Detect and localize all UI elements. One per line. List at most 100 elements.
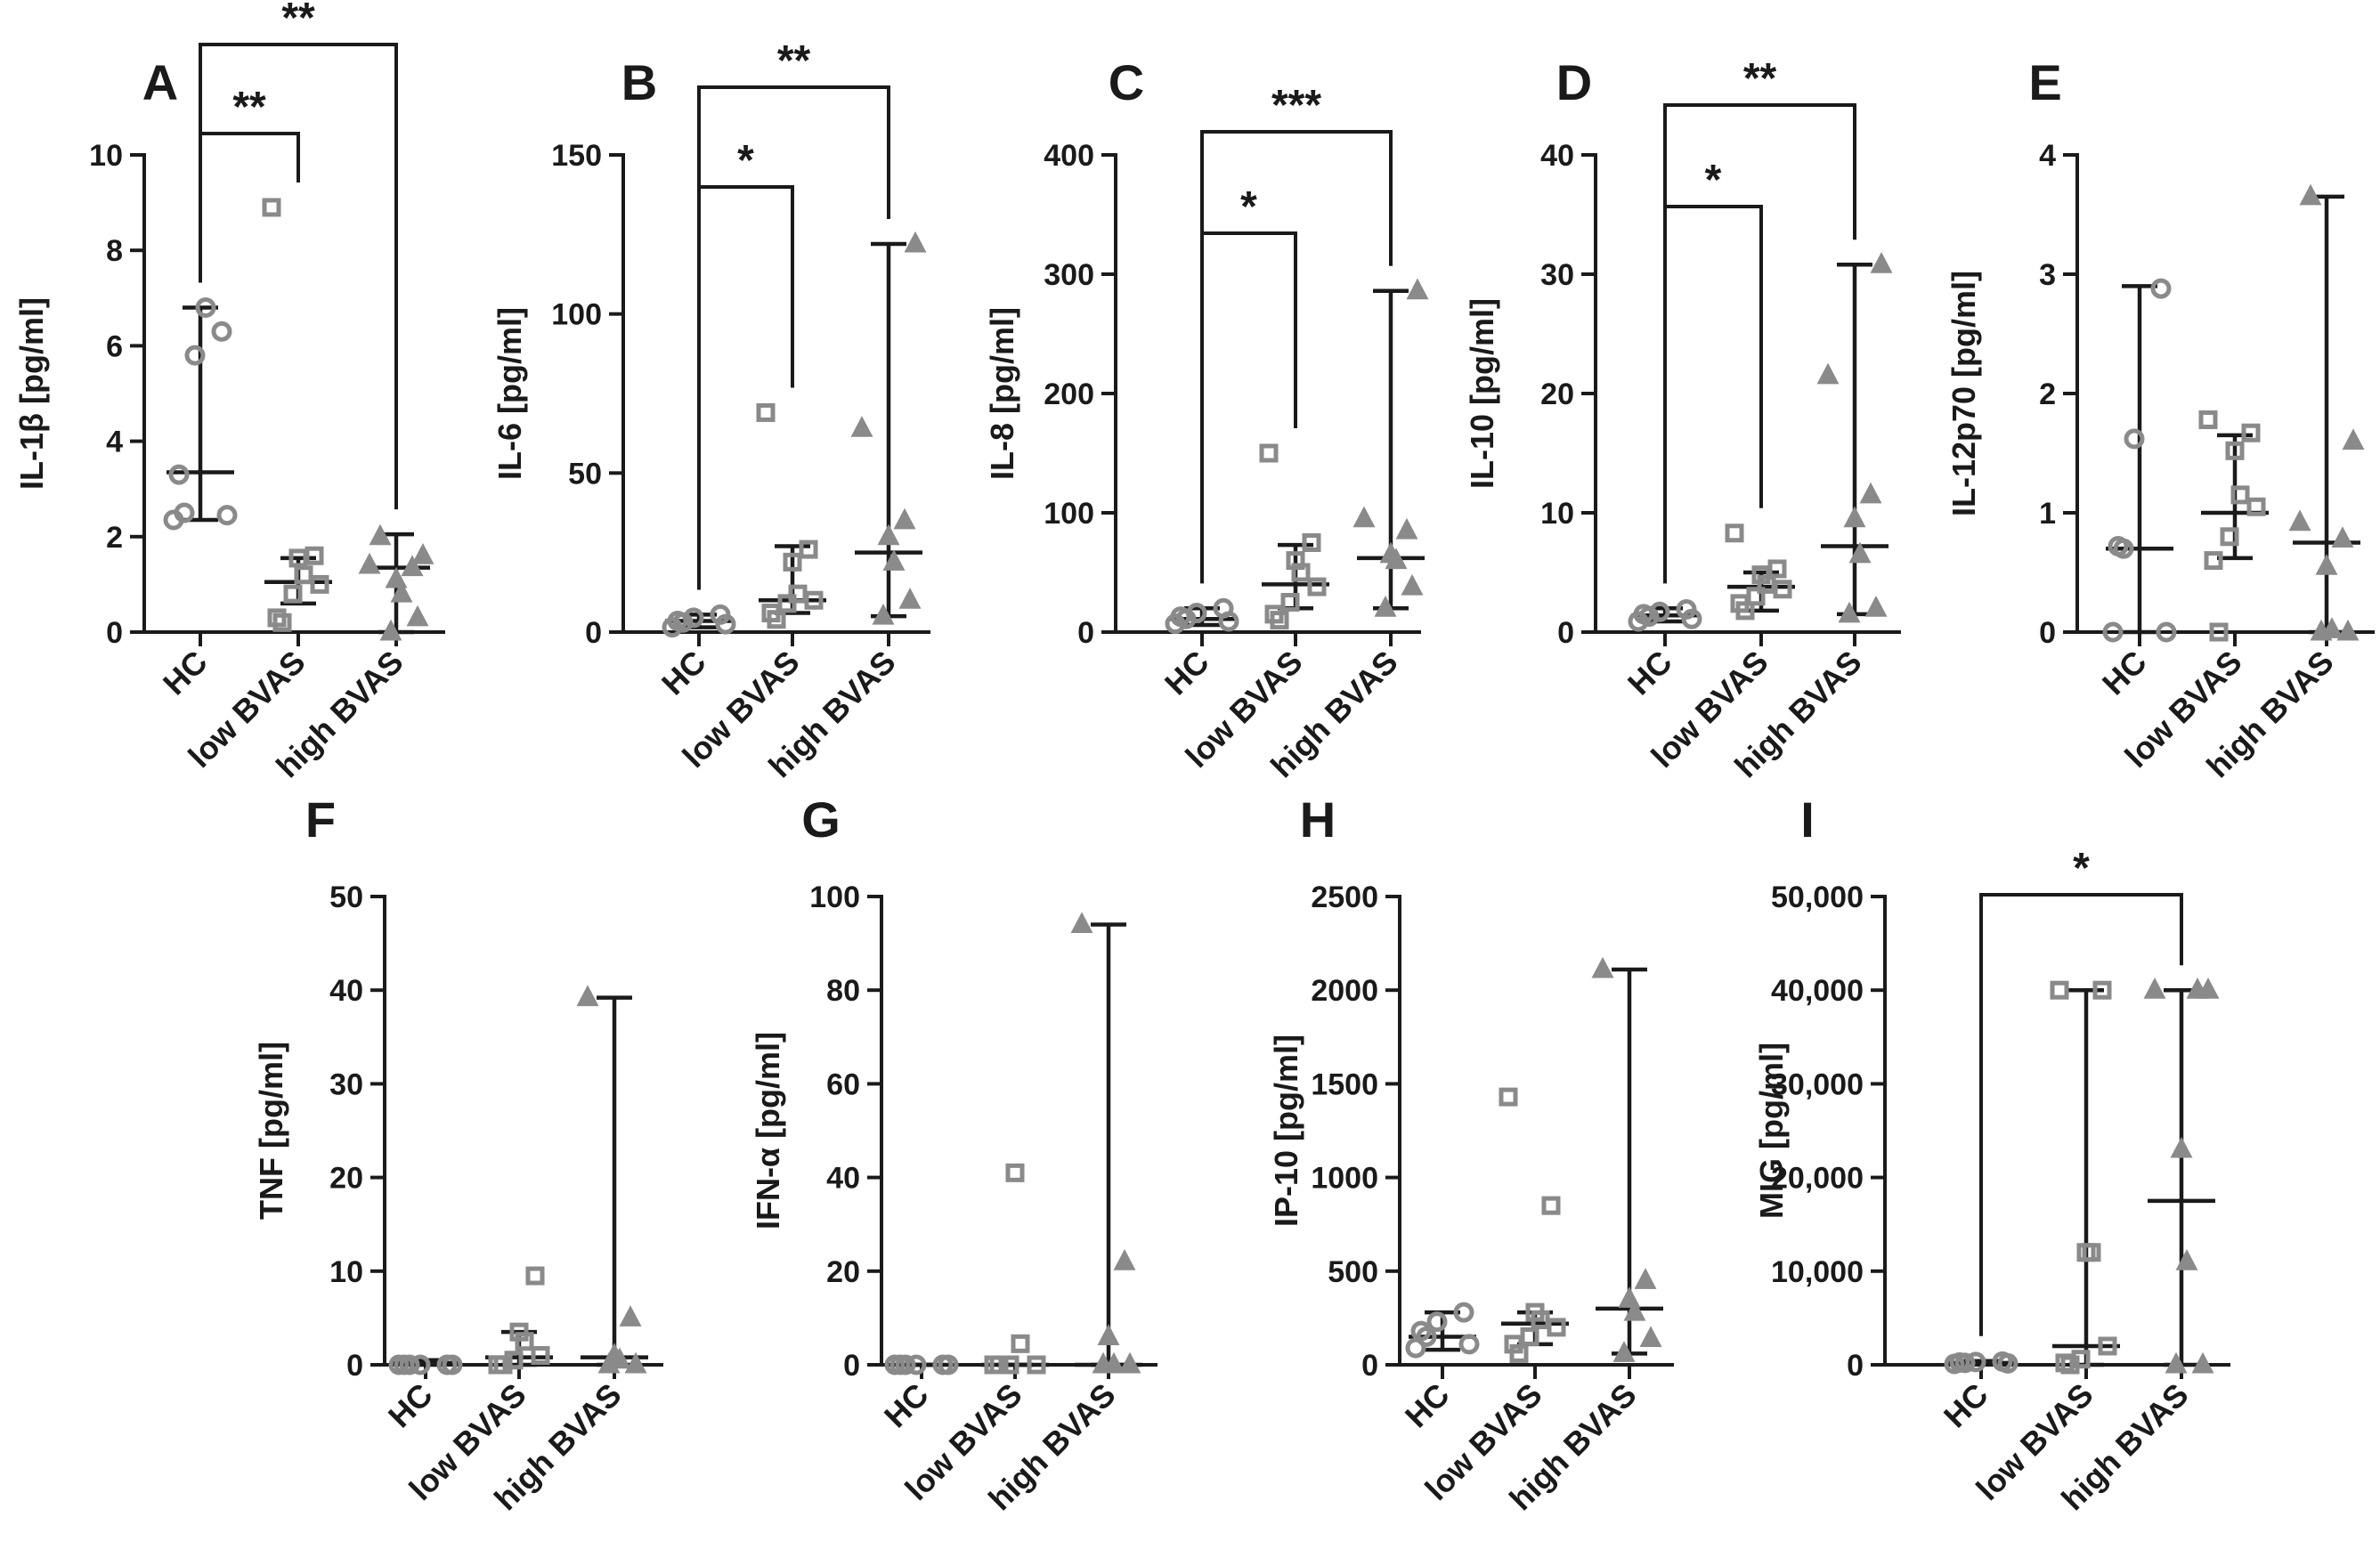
panel-letter: D (1556, 54, 1592, 110)
data-point (1000, 1355, 1019, 1375)
data-point (1623, 1299, 1646, 1321)
data-point (1374, 595, 1397, 617)
y-tick-label: 0 (1077, 616, 1094, 650)
y-axis-label: IL-12p70 [pg/ml] (1945, 271, 1982, 516)
data-point (1965, 1351, 1986, 1373)
series-low-bvas (262, 198, 332, 632)
data-point (2197, 977, 2220, 999)
series-low-bvas (1725, 523, 1795, 621)
series-low-bvas (756, 402, 826, 629)
y-tick-label: 0 (346, 1349, 363, 1383)
y-tick-label: 0 (2039, 616, 2056, 650)
series-high-bvas (1816, 252, 1893, 623)
y-tick-label: 0 (1361, 1349, 1378, 1383)
panel-letter: G (801, 791, 841, 848)
significance-label: ** (232, 84, 266, 131)
data-point (882, 549, 906, 571)
series-low-bvas (1499, 1087, 1569, 1363)
data-point (504, 1351, 524, 1370)
data-point (2342, 428, 2365, 450)
y-tick-label: 2500 (1311, 880, 1378, 914)
data-point (777, 594, 797, 613)
y-tick-label: 1000 (1311, 1162, 1378, 1196)
x-tick-label: HC (156, 644, 215, 702)
y-tick-label: 40 (1540, 139, 1574, 173)
y-tick-label: 30 (329, 1067, 363, 1101)
data-point (1027, 1355, 1046, 1375)
data-point (2102, 621, 2124, 643)
x-tick-label: HC (1621, 644, 1679, 702)
panel-letter: H (1300, 791, 1336, 848)
data-point (1264, 604, 1284, 624)
series-hc (1165, 597, 1239, 635)
data-point (1639, 1326, 1662, 1348)
data-point (761, 604, 781, 623)
data-point (2230, 485, 2250, 505)
y-tick-label: 20 (329, 1162, 363, 1196)
y-tick-label: 500 (1328, 1255, 1378, 1289)
data-point (1838, 601, 1861, 623)
significance-bracket (199, 132, 300, 283)
data-point (1773, 580, 1792, 599)
data-point (1213, 597, 1234, 619)
series-high-bvas (850, 231, 927, 625)
data-point (1848, 541, 1872, 564)
data-point (1286, 551, 1305, 571)
series-hc (884, 1354, 959, 1375)
y-tick-label: 60 (826, 1067, 860, 1101)
data-point (1859, 482, 1882, 504)
data-point (2336, 619, 2360, 641)
y-tick-label: 20,000 (1771, 1162, 1864, 1196)
data-point (2241, 423, 2261, 442)
y-tick-label: 40,000 (1771, 974, 1864, 1008)
data-point (799, 540, 818, 559)
y-tick-label: 30 (1540, 258, 1574, 292)
y-tick-label: 20 (1540, 377, 1574, 411)
data-point (2198, 410, 2218, 429)
data-point (2150, 278, 2172, 299)
significance-bracket (1200, 130, 1393, 584)
panel-letter: F (305, 791, 336, 848)
data-point (1186, 603, 1207, 624)
data-point (1070, 912, 1093, 934)
significance-bracket (697, 185, 794, 590)
data-point (2050, 980, 2069, 1000)
data-point (267, 608, 287, 628)
series-hc (1405, 1302, 1480, 1359)
data-point (401, 555, 424, 577)
data-point (1458, 1334, 1480, 1355)
series-hc (388, 1354, 463, 1375)
data-point (216, 505, 238, 526)
significance-label: ** (777, 37, 811, 85)
x-tick-label: HC (877, 1376, 936, 1435)
y-tick-label: 150 (551, 139, 602, 173)
y-tick-label: 100 (551, 298, 602, 332)
y-axis-label: IP-10 [pg/ml] (1268, 1035, 1304, 1227)
y-axis-label: TNF [pg/ml] (253, 1042, 289, 1220)
data-point (2071, 1350, 2091, 1369)
series-high-bvas (1352, 278, 1429, 617)
y-tick-label: 300 (1044, 258, 1094, 292)
y-tick-label: 0 (843, 1349, 860, 1383)
series-hc (662, 604, 736, 638)
data-point (1005, 1163, 1025, 1182)
y-tick-label: 40 (826, 1162, 860, 1196)
y-tick-label: 50 (568, 457, 602, 491)
data-point (1864, 595, 1888, 617)
y-tick-label: 2 (106, 521, 123, 555)
data-point (2191, 1351, 2214, 1374)
series-low-bvas (485, 1266, 553, 1375)
data-point (710, 604, 731, 625)
data-point (2209, 622, 2229, 642)
data-point (872, 603, 895, 625)
series-hc (2102, 278, 2177, 643)
y-axis-label: IL-8 [pg/ml] (984, 307, 1020, 480)
y-axis-label: IL-10 [pg/ml] (1464, 298, 1500, 489)
data-point (2320, 617, 2343, 638)
series-low-bvas (2198, 410, 2269, 642)
series-hc (1944, 1351, 2019, 1375)
data-point (877, 523, 900, 546)
